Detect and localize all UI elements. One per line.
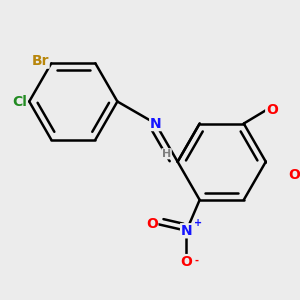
Text: Cl: Cl: [12, 94, 27, 109]
Text: -: -: [194, 256, 198, 266]
Text: O: O: [266, 103, 278, 117]
Text: Br: Br: [32, 54, 49, 68]
Text: +: +: [194, 218, 202, 228]
Text: O: O: [288, 168, 300, 182]
Text: N: N: [150, 116, 161, 130]
Text: N: N: [181, 224, 192, 238]
Text: O: O: [146, 217, 158, 231]
Text: H: H: [162, 149, 171, 159]
Text: O: O: [181, 255, 192, 268]
